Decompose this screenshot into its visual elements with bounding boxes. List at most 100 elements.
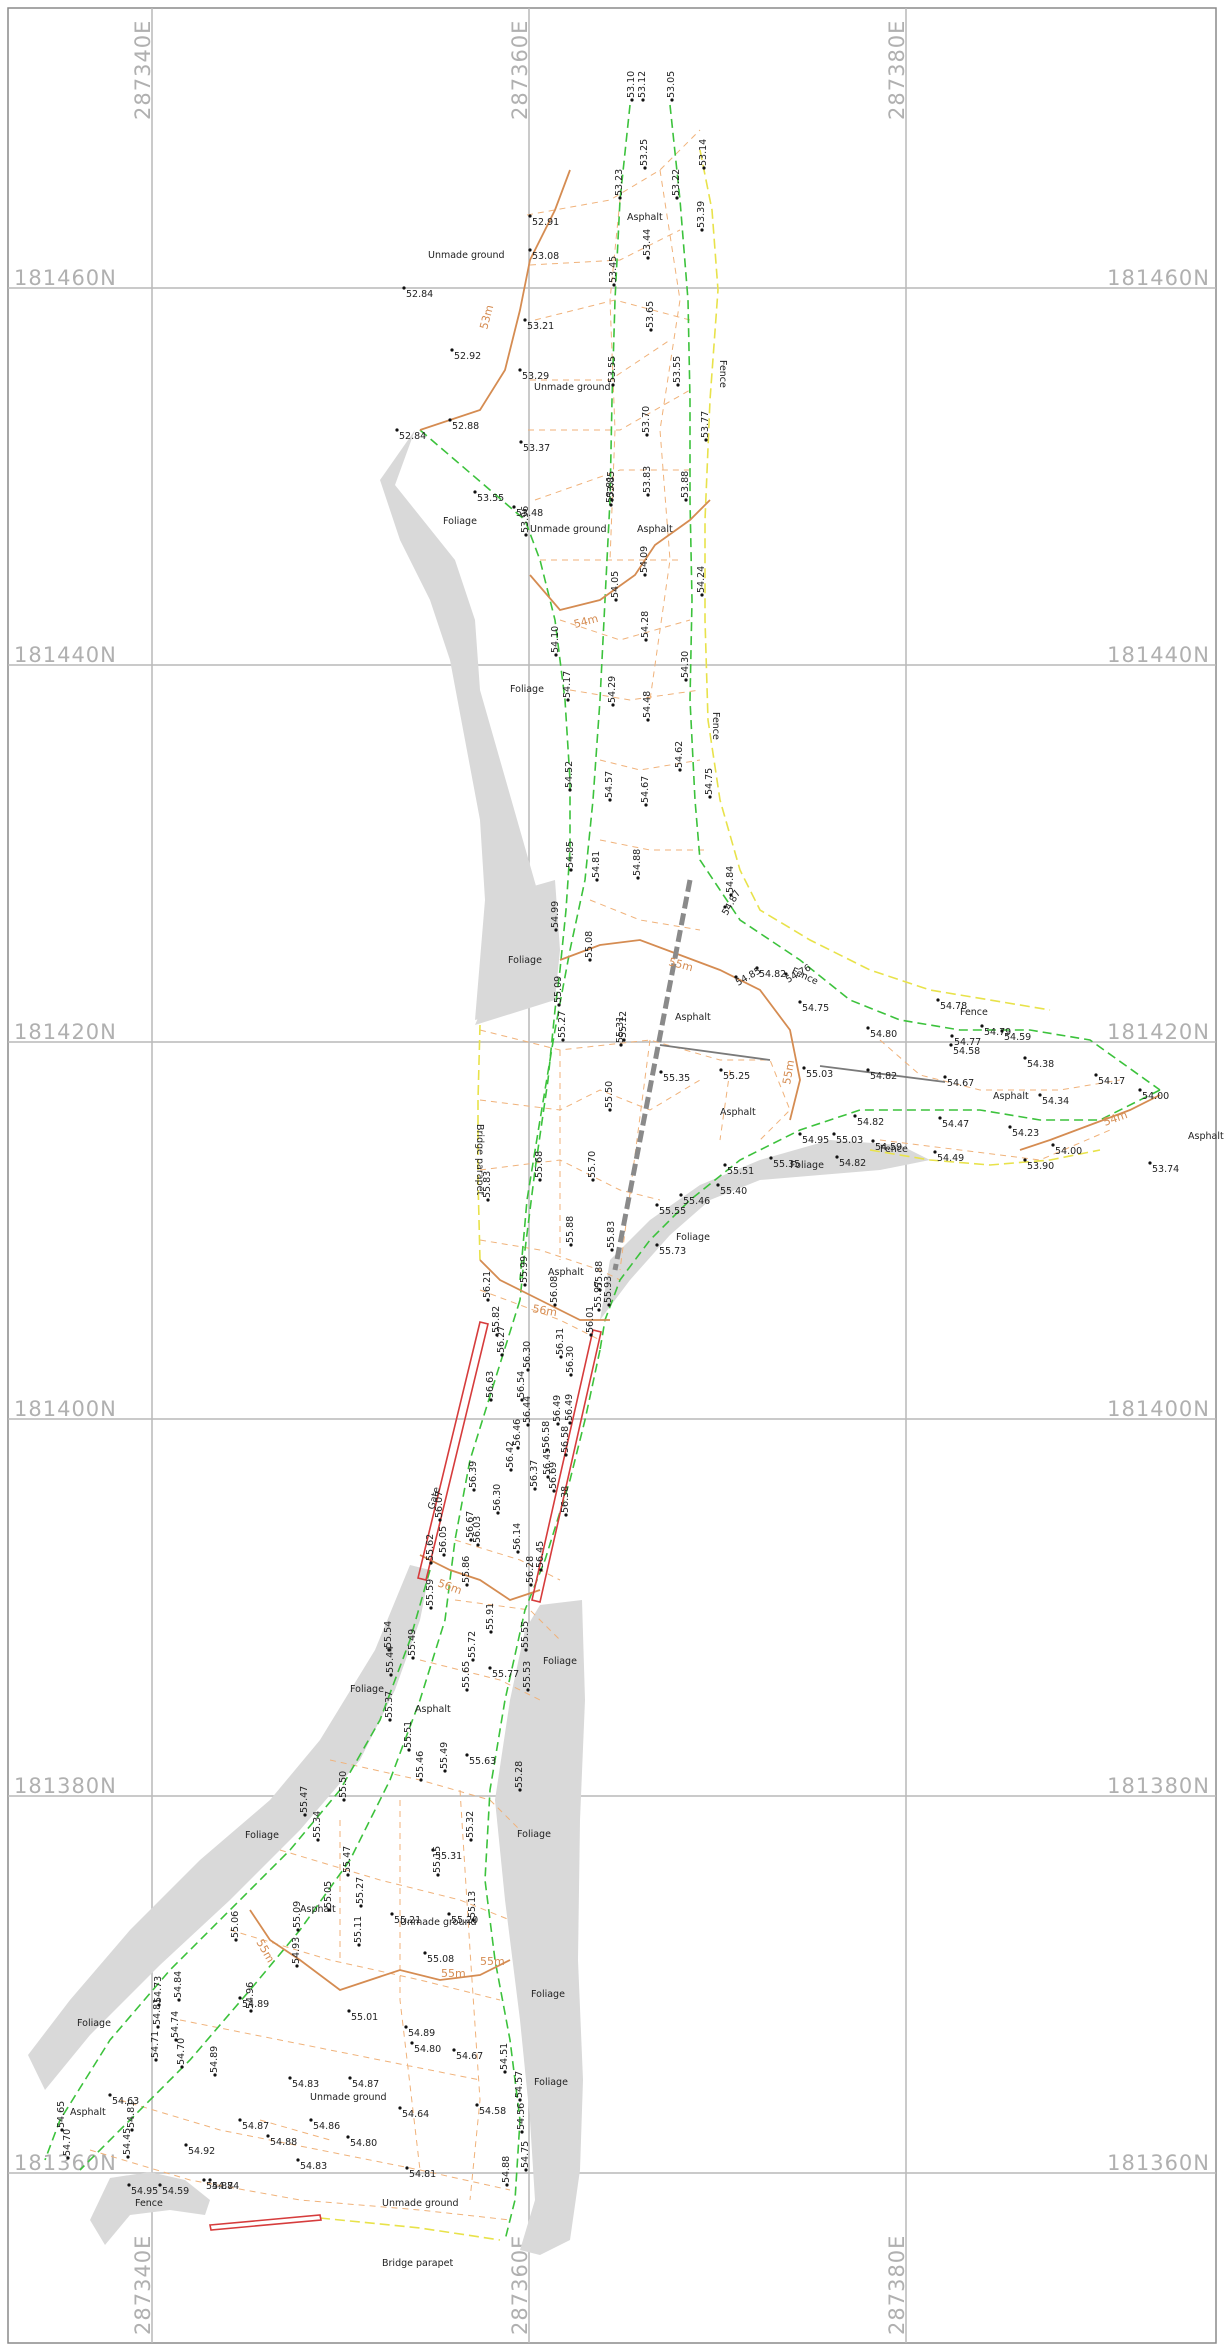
- spot-level-label: 55.35: [773, 1159, 800, 1170]
- spot-level-point: [1023, 1056, 1027, 1060]
- spot-level-label: 54.99: [550, 901, 561, 928]
- spot-level-point: [611, 703, 615, 707]
- spot-level-label: 52.88: [452, 421, 479, 432]
- spot-level-point: [702, 166, 706, 170]
- spot-level-label: 54.89: [408, 2028, 435, 2039]
- foliage-area-east-bank: [600, 1140, 930, 1320]
- spot-level-label: 54.88: [501, 2156, 512, 2183]
- easting-label-top-1: 287360E: [508, 20, 532, 120]
- spot-level-label: 54.59: [875, 1142, 902, 1153]
- northing-label-left-3: 181400N: [14, 1397, 117, 1421]
- spot-level-point: [395, 428, 399, 432]
- spot-level-point: [520, 2130, 524, 2134]
- contour-label: 55m: [441, 1967, 466, 1980]
- spot-level-label: 56.38: [560, 1486, 571, 1513]
- spot-level-point: [719, 1068, 723, 1072]
- fence-line-south: [319, 2217, 501, 2241]
- spot-level-point: [390, 1912, 394, 1916]
- spot-level-point: [526, 1423, 530, 1427]
- spot-level-point: [636, 876, 640, 880]
- spot-level-point: [589, 1333, 593, 1337]
- road-edge-south-west: [44, 1569, 431, 2161]
- spot-level-label: 55.08: [427, 1954, 454, 1965]
- spot-level-label: 53.44: [642, 229, 653, 256]
- spot-level-point: [450, 348, 454, 352]
- spot-level-point: [554, 653, 558, 657]
- spot-level-point: [288, 2076, 292, 2080]
- spot-level-label: 55.50: [338, 1771, 349, 1798]
- spot-level-label: 53.55: [607, 356, 618, 383]
- spot-level-point: [538, 1178, 542, 1182]
- spot-level-point: [234, 1938, 238, 1942]
- spot-level-point: [443, 1769, 447, 1773]
- spot-level-point: [410, 2041, 414, 2045]
- area-label: Fence: [960, 1007, 988, 1018]
- spot-level-point: [357, 1943, 361, 1947]
- spot-level-label: 54.80: [350, 2138, 377, 2149]
- spot-level-label: 55.06: [230, 1911, 241, 1938]
- bridge-parapets: [209, 1321, 602, 2231]
- spot-level-label: 54.70: [176, 2038, 187, 2065]
- spot-level-label: 55.37: [384, 1691, 395, 1718]
- spot-level-label: 55.03: [836, 1135, 863, 1146]
- contour-label: 56m: [436, 1577, 464, 1598]
- spot-level-label: 55.88: [565, 1216, 576, 1243]
- spot-level-point: [784, 972, 788, 976]
- area-label: Asphalt: [627, 212, 663, 223]
- spot-level-point: [622, 1038, 626, 1042]
- spot-level-point: [769, 1156, 773, 1160]
- spot-level-point: [442, 1553, 446, 1557]
- spot-level-label: 54.84: [725, 866, 736, 893]
- spot-level-label: 55.44: [385, 1646, 396, 1673]
- spot-level-point: [486, 1298, 490, 1302]
- area-label: Fence: [135, 2198, 163, 2209]
- spot-level-point: [835, 1155, 839, 1159]
- spot-level-label: 54.86: [313, 2121, 340, 2132]
- foliage-area-central-west: [475, 880, 560, 1025]
- spot-level-label: 56.63: [485, 1371, 496, 1398]
- spot-level-label: 54.00: [1142, 1091, 1169, 1102]
- spot-level-point: [503, 2070, 507, 2074]
- spot-level-point: [156, 2025, 160, 2029]
- spot-level-point: [469, 1538, 473, 1542]
- spot-level-label: 54.81: [591, 851, 602, 878]
- centre-line-dashed: [612, 879, 693, 1271]
- spot-level-label: 54.09: [639, 546, 650, 573]
- spot-level-point: [591, 1178, 595, 1182]
- spot-level-point: [505, 2183, 509, 2187]
- spot-level-point: [559, 1355, 563, 1359]
- spot-level-label: 54.56: [516, 2103, 527, 2130]
- contour-path-53m: [419, 169, 571, 431]
- spot-level-label: 54.85: [565, 841, 576, 868]
- spot-level-label: 54.70: [62, 2129, 73, 2156]
- spot-level-label: 54.96: [245, 1982, 256, 2009]
- spot-level-point: [266, 2134, 270, 2138]
- contour-path-55m-south: [249, 1909, 511, 1992]
- spot-level-label: 54.83: [300, 2161, 327, 2172]
- spot-level-point: [557, 1003, 561, 1007]
- spot-level-label: 54.62: [674, 741, 685, 768]
- spot-level-point: [1051, 1143, 1055, 1147]
- foliage-area-northwest: [380, 430, 550, 1020]
- spot-level-label: 55.05: [323, 1881, 334, 1908]
- spot-level-point: [566, 698, 570, 702]
- spot-level-point: [655, 1203, 659, 1207]
- spot-level-point: [447, 1912, 451, 1916]
- spot-level-point: [569, 868, 573, 872]
- spot-level-label: 55.62: [425, 1534, 436, 1561]
- contour-path-56m-bridge: [419, 1554, 541, 1601]
- spot-levels: 53.10 53.12 53.05 53.25 53.14 53.23 53.22 52.91…: [56, 71, 1179, 2197]
- spot-level-label: 54.81: [409, 2169, 436, 2180]
- spot-level-label: 55.28: [514, 1761, 525, 1788]
- spot-level-point: [608, 1108, 612, 1112]
- spot-level-point: [641, 98, 645, 102]
- fence-line-east-lower: [869, 1149, 1101, 1166]
- spot-level-label: 54.79: [984, 1027, 1011, 1038]
- spot-level-point: [619, 1043, 623, 1047]
- spot-level-label: 56.28: [525, 1556, 536, 1583]
- spot-level-label: 53.10: [626, 71, 637, 98]
- spot-level-point: [429, 1606, 433, 1610]
- spot-level-point: [670, 98, 674, 102]
- spot-level-point: [700, 593, 704, 597]
- spot-level-point: [655, 1243, 659, 1247]
